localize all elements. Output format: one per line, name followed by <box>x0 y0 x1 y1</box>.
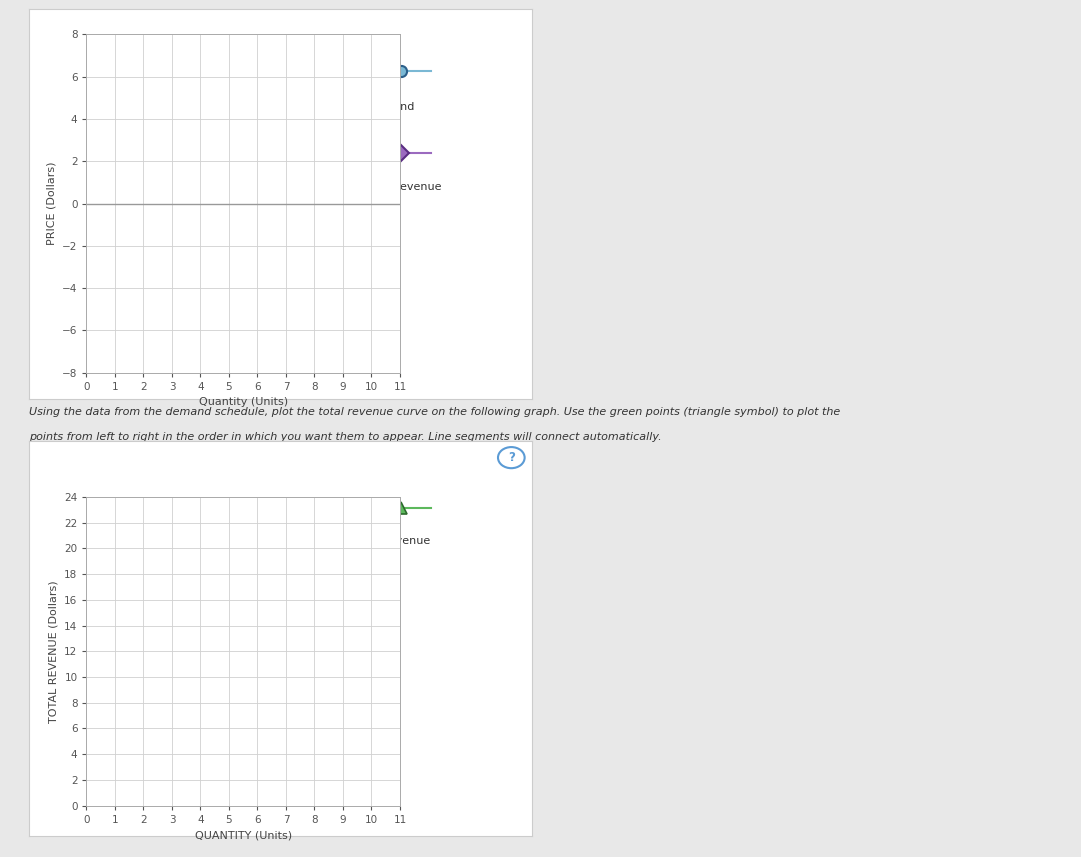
Text: Marginal Revenue: Marginal Revenue <box>341 182 441 192</box>
X-axis label: Quantity (Units): Quantity (Units) <box>199 398 288 407</box>
Text: Demand: Demand <box>368 102 415 112</box>
Text: ?: ? <box>508 451 515 464</box>
X-axis label: QUANTITY (Units): QUANTITY (Units) <box>195 830 292 840</box>
Text: Hint:: Hint: <box>29 458 59 468</box>
Text: Using the data from the demand schedule, plot the total revenue curve on the fol: Using the data from the demand schedule,… <box>29 407 840 417</box>
Text: Do not forget to plot the point corresponding to a price of $0.: Do not forget to plot the point correspo… <box>78 458 424 468</box>
Y-axis label: PRICE (Dollars): PRICE (Dollars) <box>46 162 56 245</box>
Y-axis label: TOTAL REVENUE (Dollars): TOTAL REVENUE (Dollars) <box>49 580 58 722</box>
Text: Total Revenue: Total Revenue <box>352 536 430 546</box>
Text: points from left to right in the order in which you want them to appear. Line se: points from left to right in the order i… <box>29 432 662 442</box>
